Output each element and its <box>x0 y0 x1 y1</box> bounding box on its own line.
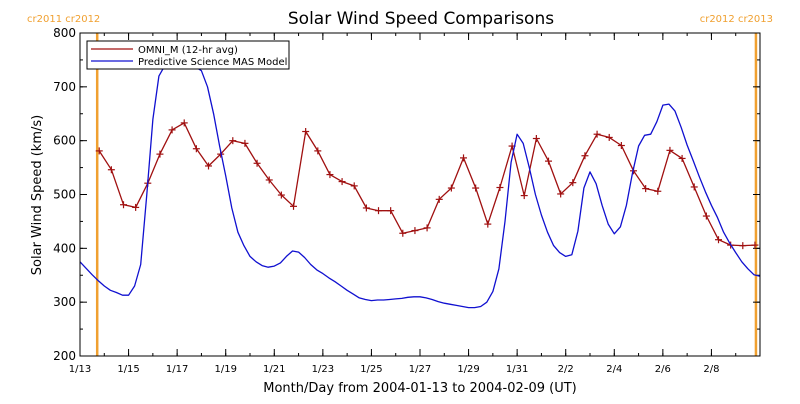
omni-data-point <box>472 184 480 192</box>
omni-data-point <box>715 236 723 244</box>
x-tick-label: 1/25 <box>360 364 382 375</box>
omni-data-point <box>690 183 698 191</box>
y-tick-label: 200 <box>53 349 76 363</box>
omni-data-point <box>569 179 577 187</box>
omni-data-point <box>107 166 115 174</box>
legend-box <box>86 40 290 70</box>
x-tick-label: 2/6 <box>655 364 671 375</box>
omni-data-point <box>314 147 322 155</box>
plot-frame <box>79 32 761 357</box>
omni-data-point <box>423 224 431 232</box>
x-axis-label: Month/Day from 2004-01-13 to 2004-02-09 … <box>263 381 576 396</box>
omni-data-point <box>338 178 346 186</box>
omni-data-point <box>751 241 759 249</box>
legend-label-mas-model: Predictive Science MAS Model <box>138 57 287 68</box>
y-tick-label: 800 <box>53 26 76 40</box>
omni-data-point <box>532 135 540 143</box>
axis-tick-layer: 1/13 1/15 1/17 1/19 1/21 1/23 1/25 1/27 1/29 1/31… <box>53 26 761 375</box>
omni-data-point <box>326 171 334 179</box>
y-tick-label: 300 <box>53 295 76 309</box>
omni-data-point <box>678 154 686 162</box>
omni-data-point <box>156 150 164 158</box>
omni-data-point <box>229 137 237 145</box>
omni-data-point <box>362 204 370 212</box>
x-tick-label: 1/17 <box>166 364 188 375</box>
legend-label-omni: OMNI_M (12-hr avg) <box>138 45 238 56</box>
omni-data-point <box>205 162 213 170</box>
omni-data-point <box>241 139 249 147</box>
omni-data-point <box>447 184 455 192</box>
omni-data-point <box>702 212 710 220</box>
x-tick-label: 1/27 <box>409 364 431 375</box>
y-tick-label: 500 <box>53 188 76 202</box>
omni-data-point <box>95 147 103 155</box>
omni-data-point <box>605 133 613 141</box>
omni-data-point <box>739 242 747 250</box>
omni-data-point <box>265 176 273 184</box>
x-tick-label: 2/4 <box>606 364 622 375</box>
omni-data-point <box>654 187 662 195</box>
omni-data-point <box>387 207 395 215</box>
omni-data-point <box>375 207 383 215</box>
omni-data-point <box>290 202 298 210</box>
y-tick-label: 400 <box>53 241 76 255</box>
omni-data-point <box>496 184 504 192</box>
series-layer <box>79 63 761 309</box>
omni-data-point <box>411 227 419 235</box>
omni-data-point <box>168 126 176 134</box>
omni-data-point <box>120 201 128 209</box>
y-tick-label: 600 <box>53 134 76 148</box>
x-tick-label: 2/8 <box>703 364 719 375</box>
legend: OMNI_M (12-hr avg) Predictive Science MA… <box>86 40 290 70</box>
omni-data-point <box>277 191 285 199</box>
omni-data-point <box>593 130 601 138</box>
omni-data-point <box>545 157 553 165</box>
omni-data-point <box>180 119 188 127</box>
y-tick-label: 700 <box>53 80 76 94</box>
omni-data-point <box>642 185 650 193</box>
chart-title: Solar Wind Speed Comparisons <box>288 9 554 29</box>
omni-data-point <box>520 192 528 200</box>
x-tick-label: 1/29 <box>457 364 479 375</box>
x-tick-label: 1/19 <box>214 364 236 375</box>
y-axis-label: Solar Wind Speed (km/s) <box>30 115 45 275</box>
omni-data-point <box>192 145 200 153</box>
x-tick-label: 1/15 <box>117 364 139 375</box>
carrington-rotation-label: cr2011 cr2012 <box>27 14 100 25</box>
x-tick-label: 2/2 <box>558 364 574 375</box>
omni-data-point <box>253 159 261 167</box>
omni-data-point <box>435 195 443 203</box>
omni-data-point <box>557 190 565 198</box>
omni-data-point <box>666 146 674 154</box>
omni-data-point <box>460 154 468 162</box>
x-tick-label: 1/13 <box>69 364 91 375</box>
omni-data-point <box>399 229 407 237</box>
omni-data-point <box>484 220 492 228</box>
omni-data-point <box>350 182 358 190</box>
carrington-rotation-label: cr2012 cr2013 <box>700 14 773 25</box>
omni-data-point <box>581 152 589 160</box>
omni-data-point <box>617 142 625 150</box>
omni-data-point <box>132 203 140 211</box>
omni-data-point <box>302 128 310 136</box>
x-tick-label: 1/21 <box>263 364 285 375</box>
x-tick-label: 1/23 <box>312 364 334 375</box>
x-tick-label: 1/31 <box>506 364 528 375</box>
